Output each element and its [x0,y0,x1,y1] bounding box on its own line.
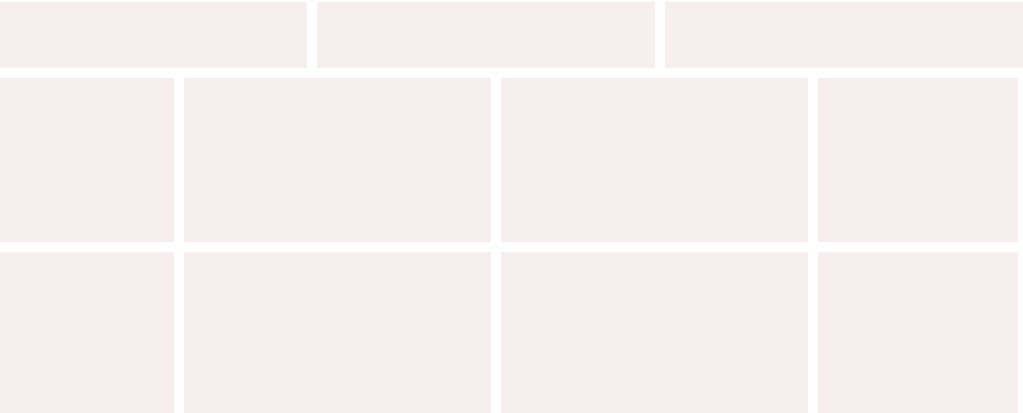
placeholder-tile [818,78,1018,242]
placeholder-tile [0,78,174,242]
placeholder-tile [184,252,491,413]
placeholder-tile [818,252,1018,413]
placeholder-tile [0,2,307,68]
placeholder-tile [184,78,491,242]
placeholder-tile [501,252,808,413]
placeholder-tile [665,2,1023,68]
placeholder-tile [317,2,655,68]
placeholder-tile [501,78,808,242]
placeholder-tile [0,252,174,413]
